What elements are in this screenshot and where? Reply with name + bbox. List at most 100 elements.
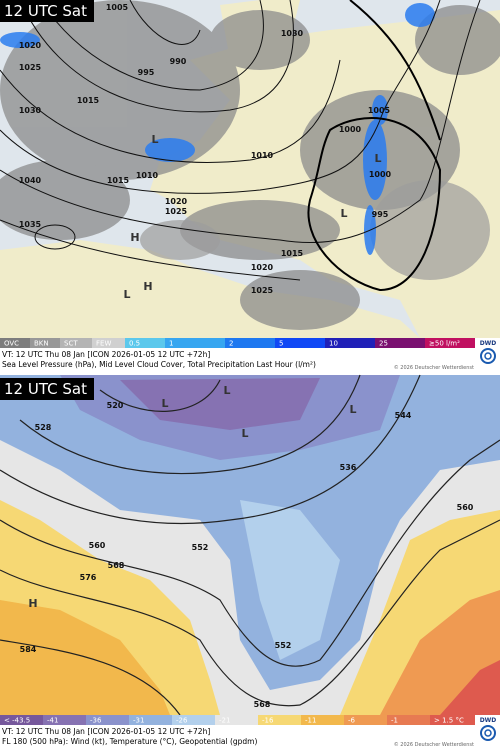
map-label: 1010 [136, 171, 159, 180]
map-label: 1020 [165, 197, 188, 206]
legend-swatch [60, 338, 92, 348]
legend-end [475, 715, 500, 725]
map-label: 1000 [339, 125, 362, 134]
map-label: 1025 [19, 63, 42, 72]
map-label: 552 [192, 543, 209, 552]
map-label: L [349, 403, 356, 416]
legend-label: 1 [169, 340, 173, 348]
map-label: L [123, 288, 130, 301]
valid-time: VT: 12 UTC Thu 08 Jan [ICON 2026-01-05 1… [2, 350, 210, 359]
legend-swatch [375, 338, 425, 348]
legend-label: FEW [96, 340, 111, 348]
map-label: 1030 [19, 106, 42, 115]
map-label: 1020 [19, 41, 42, 50]
map-label: 1040 [19, 176, 42, 185]
map-label: H [28, 597, 37, 610]
copyright: © 2026 Deutscher Wetterdienst [394, 741, 474, 748]
legend-label: SCT [64, 340, 78, 348]
legend-swatch [258, 715, 301, 725]
legend-swatch [0, 338, 30, 348]
map-label: 552 [275, 641, 292, 650]
legend-swatch [425, 338, 475, 348]
map-label: L [161, 397, 168, 410]
map-label: 544 [395, 411, 412, 420]
legend-swatch [430, 715, 475, 725]
logo-icon-inner [484, 729, 492, 737]
logo-icon [480, 725, 496, 741]
info-bar [0, 348, 500, 373]
map-label: 1005 [368, 106, 391, 115]
map-label: 1035 [19, 220, 42, 229]
legend-swatch [215, 715, 258, 725]
legend-label: -21 [219, 717, 230, 725]
copyright: © 2026 Deutscher Wetterdienst [394, 364, 474, 371]
map-label: H [143, 280, 152, 293]
legend-label: -36 [90, 717, 102, 725]
legend-label: ≥50 l/m² [429, 340, 460, 348]
legend-end [475, 338, 500, 348]
legend-label: 2 [229, 340, 233, 348]
legend-label: -16 [262, 717, 274, 725]
valid-time: VT: 12 UTC Thu 08 Jan [ICON 2026-01-05 1… [2, 727, 210, 736]
map-label: 1025 [251, 286, 274, 295]
map-label: L [340, 207, 347, 220]
map-label: 1010 [251, 151, 274, 160]
map-label: H [130, 231, 139, 244]
map-label: 1015 [281, 249, 304, 258]
map-label: L [223, 384, 230, 397]
legend-label: -1 [391, 717, 398, 725]
legend-label: 10 [329, 340, 338, 348]
legend-swatch [344, 715, 387, 725]
legend-swatch [225, 338, 275, 348]
map-label: 520 [107, 401, 124, 410]
map-label: 560 [457, 503, 474, 512]
legend-swatch [301, 715, 344, 725]
logo-icon [480, 348, 496, 364]
map-label: 1020 [251, 263, 274, 272]
legend-label: -11 [305, 717, 316, 725]
map-label: 1005 [106, 3, 129, 12]
map-label: 995 [372, 210, 389, 219]
map-label: 584 [20, 645, 37, 654]
legend-swatch [325, 338, 375, 348]
legend-label: 25 [379, 340, 388, 348]
legend-label: BKN [34, 340, 49, 348]
legend-swatch [0, 715, 43, 725]
map-label: 1030 [281, 29, 304, 38]
legend-swatch [165, 338, 225, 348]
pressure-map [0, 0, 500, 338]
map-label: L [374, 152, 381, 165]
map-label: 528 [35, 423, 52, 432]
logo: DWD [480, 717, 497, 724]
legend-label: -31 [133, 717, 144, 725]
map-label: 1025 [165, 207, 188, 216]
legend-swatch [92, 338, 125, 348]
map-label: L [241, 427, 248, 440]
legend-swatch [125, 338, 165, 348]
upper-air-map [0, 374, 500, 716]
description: FL 180 (500 hPa): Wind (kt), Temperature… [2, 737, 257, 746]
map-label: 576 [80, 573, 97, 582]
map-label: 1015 [107, 176, 130, 185]
legend-swatch [275, 338, 325, 348]
panel-label: 12 UTC Sat [4, 2, 87, 20]
legend-label: 0.5 [129, 340, 140, 348]
legend-swatch [129, 715, 172, 725]
map-label: 568 [108, 561, 125, 570]
legend-label: > 1.5 °C [434, 717, 464, 725]
legend-swatch [43, 715, 86, 725]
legend-swatch [387, 715, 430, 725]
legend-label: -6 [348, 717, 356, 725]
map-label: 995 [138, 68, 155, 77]
map-label: L [151, 133, 158, 146]
map-label: 1015 [77, 96, 100, 105]
map-label: 990 [170, 57, 187, 66]
logo: DWD [480, 340, 497, 347]
legend-label: -41 [47, 717, 58, 725]
logo-icon-inner [484, 352, 492, 360]
map-label: 536 [340, 463, 357, 472]
description: Sea Level Pressure (hPa), Mid Level Clou… [2, 360, 316, 369]
legend-label: < -43.5 [4, 717, 30, 725]
